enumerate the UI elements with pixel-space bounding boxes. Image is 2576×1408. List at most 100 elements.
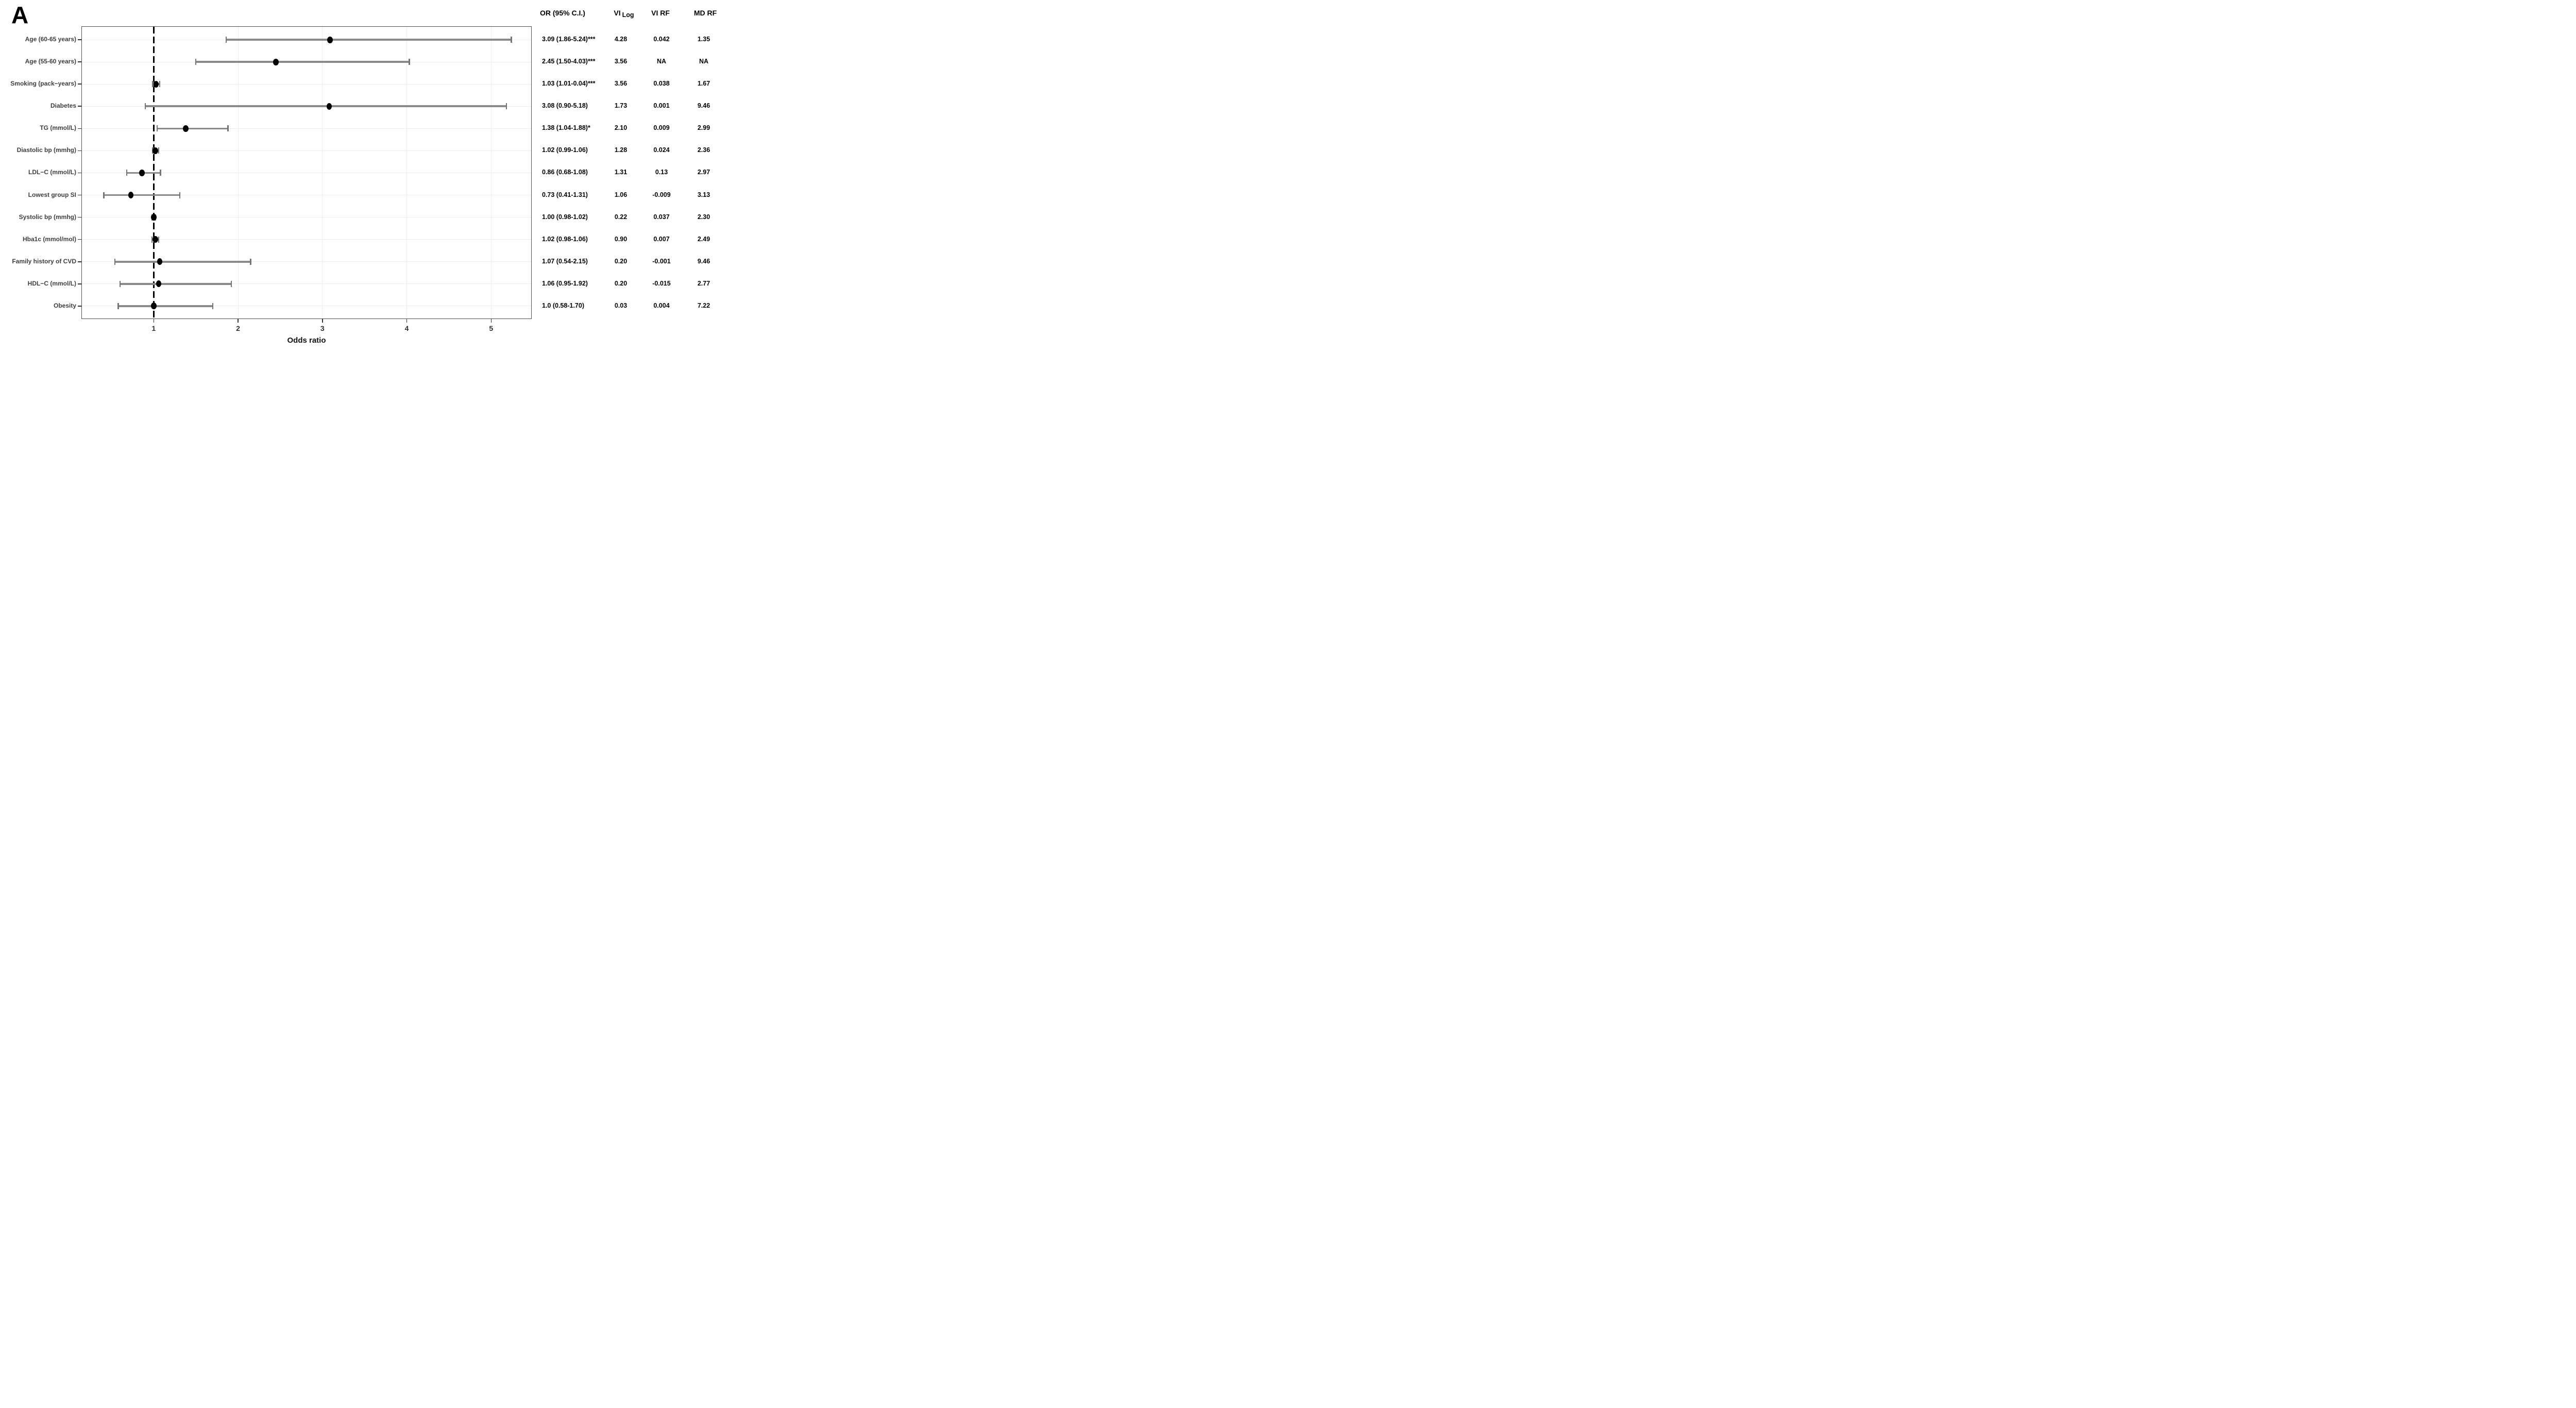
ci-whisker-cap-right [159,81,160,88]
x-tick-label: 3 [320,324,325,332]
ci-whisker-cap-right [160,170,161,176]
table-cell-or-ci: 0.73 (0.41-1.31) [542,191,588,198]
ci-whisker-cap-right [179,192,181,198]
ci-error-bar [196,61,410,63]
row-gridline [82,283,531,284]
table-cell-or-ci: 1.0 (0.58-1.70) [542,301,584,309]
or-point-marker [152,147,158,154]
table-header-vi-rf: VI RF [651,9,670,17]
ci-whisker-cap-left [117,303,119,309]
ci-whisker-cap-left [103,192,105,198]
x-tick-label: 4 [404,324,409,332]
or-point-marker [273,58,279,65]
ci-whisker-cap-left [126,170,128,176]
y-axis-label: Diabetes [50,102,76,110]
ci-whisker-cap-left [156,125,158,132]
y-axis-tick [77,194,81,196]
or-point-marker [183,125,189,132]
table-cell-md-rf: 1.35 [697,36,710,43]
ci-whisker-cap-right [505,103,507,110]
table-cell-md-rf: 9.46 [697,257,710,265]
table-cell-or-ci: 1.03 (1.01-0.04)*** [542,80,596,88]
x-axis-tick [322,319,323,323]
ci-whisker-cap-left [119,280,121,287]
table-cell-md-rf: 3.13 [697,191,710,198]
x-axis-tick [406,319,408,323]
table-cell-vi-log: 3.56 [614,58,628,65]
table-cell-vi-rf: 0.001 [653,102,670,110]
table-cell-md-rf: 9.46 [697,102,710,110]
table-cell-vi-rf: 0.042 [653,36,670,43]
table-cell-vi-log: 1.06 [614,191,628,198]
ci-whisker-cap-left [195,59,197,65]
or-point-marker [156,280,162,288]
y-axis-label: Age (60-65 years) [25,36,76,43]
ci-whisker-cap-right [250,258,251,265]
table-cell-vi-rf: 0.007 [653,235,670,243]
or-point-marker [152,236,158,243]
table-cell-vi-rf: 0.024 [653,146,670,154]
table-cell-vi-log: 2.10 [614,124,628,132]
row-gridline [82,150,531,151]
row-gridline [82,239,531,240]
ci-whisker-cap-left [144,103,146,110]
ci-whisker-cap-right [212,303,214,309]
or-point-marker [153,80,159,88]
y-axis-tick [77,61,81,62]
forest-plot-figure: A Odds ratio OR (95% C.I.) VI Log VI RF M… [0,0,727,352]
x-tick-label: 1 [151,324,156,332]
table-cell-vi-log: 3.56 [614,80,628,88]
x-gridline [490,27,492,319]
row-gridline [82,261,531,262]
table-cell-or-ci: 1.00 (0.98-1.02) [542,213,588,221]
y-axis-label: Systolic bp (mmhg) [19,213,76,221]
ci-whisker-cap-left [114,258,116,265]
y-axis-label: HDL−C (mmol/L) [27,279,76,287]
x-tick-label: 5 [489,324,494,332]
ci-whisker-cap-left [151,236,153,243]
ci-whisker-cap-right [158,236,160,243]
table-cell-md-rf: 2.49 [697,235,710,243]
table-header-log-subscript: Log [622,11,634,19]
table-cell-vi-rf: 0.13 [655,169,668,176]
or-point-marker [151,214,157,221]
y-axis-label: Lowest group SI [28,191,76,198]
table-cell-or-ci: 1.06 (0.95-1.92) [542,279,588,287]
table-header-md-rf: MD RF [693,9,717,17]
or-point-marker [128,192,134,199]
y-axis-tick [77,261,81,262]
x-tick-label: 2 [236,324,240,332]
x-gridline [322,27,323,319]
or-point-marker [151,303,157,310]
y-axis-label: Family history of CVD [12,257,76,265]
ci-error-bar [114,261,251,263]
table-cell-vi-rf: 0.037 [653,213,670,221]
ci-whisker-cap-right [511,37,512,43]
x-gridline [406,27,408,319]
table-cell-vi-log: 1.31 [614,169,628,176]
row-gridline [82,128,531,129]
ci-error-bar [118,305,213,307]
y-axis-label: Obesity [53,301,76,309]
table-cell-md-rf: 2.30 [697,213,710,221]
table-cell-or-ci: 2.45 (1.50-4.03)*** [542,58,596,65]
table-cell-or-ci: 3.09 (1.86-5.24)*** [542,36,596,43]
table-cell-vi-log: 0.03 [614,301,628,309]
table-cell-vi-rf: -0.009 [652,191,671,198]
or-point-marker [157,258,162,265]
table-cell-or-ci: 1.07 (0.54-2.15) [542,257,588,265]
table-cell-vi-log: 4.28 [614,36,628,43]
y-axis-tick [77,39,81,40]
ci-error-bar [120,283,231,285]
table-cell-md-rf: 2.97 [697,169,710,176]
table-cell-md-rf: 1.67 [697,80,710,88]
table-cell-md-rf: 2.99 [697,124,710,132]
ci-whisker-cap-right [409,59,410,65]
y-axis-tick [77,83,81,85]
table-cell-or-ci: 1.02 (0.98-1.06) [542,235,588,243]
table-cell-or-ci: 3.08 (0.90-5.18) [542,102,588,110]
y-axis-label: LDL−C (mmol/L) [28,169,76,176]
or-point-marker [326,103,332,110]
table-cell-vi-log: 0.20 [614,279,628,287]
row-gridline [82,83,531,85]
